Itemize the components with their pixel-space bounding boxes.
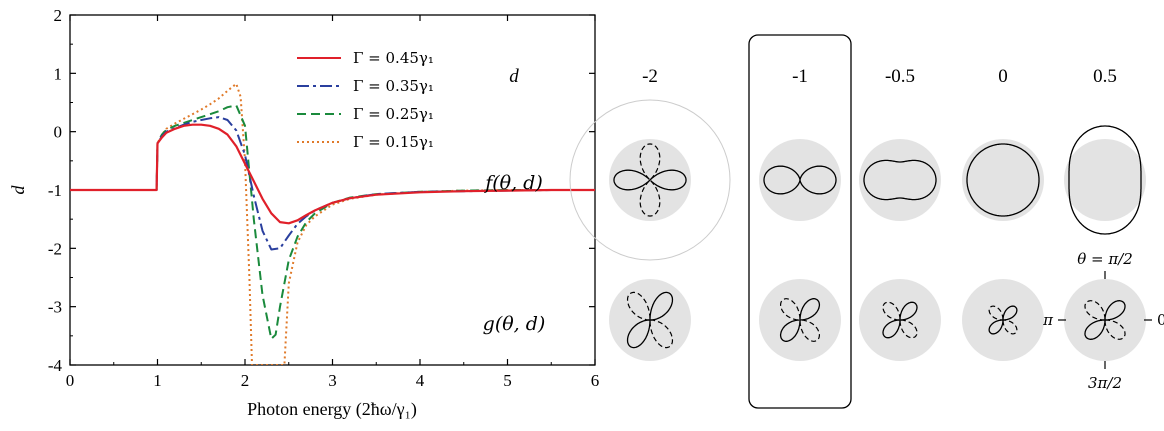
angle-label-top: θ = π/2 (1077, 250, 1133, 268)
y-tick-label: -3 (48, 298, 62, 317)
f-lobe-solid-4 (1068, 125, 1142, 235)
d-row-label: d (509, 66, 519, 87)
g-lobe-dashed-0 (626, 291, 674, 349)
angle-annotations: θ = π/2 π 0 3π/2 (1042, 250, 1164, 392)
row-label-g: g(θ, d) (483, 313, 546, 335)
f-lobe-dashed-0 (639, 143, 661, 217)
x-tick-label: 6 (591, 371, 600, 390)
g-lobe-solid-1 (779, 298, 821, 342)
g-lobe-dashed-1 (780, 298, 820, 342)
y-tick-label: -2 (48, 239, 62, 258)
legend-label-3: Γ = 0.15γ₁ (353, 133, 434, 151)
y-axis-label: d (8, 185, 28, 195)
x-tick-label: 0 (66, 371, 75, 390)
x-tick-label: 1 (153, 371, 162, 390)
g-lobe-dashed-4 (1084, 300, 1126, 340)
legend: Γ = 0.45γ₁ Γ = 0.35γ₁ Γ = 0.25γ₁ Γ = 0.15γ₁ (297, 49, 434, 151)
series-line-2 (70, 104, 595, 340)
x-ticks: 0 1 2 3 4 5 6 (66, 15, 600, 390)
y-tick-label: 1 (54, 64, 63, 83)
polar-cells (569, 99, 1146, 361)
x-tick-label: 2 (241, 371, 250, 390)
column-header-2: -0.5 (885, 66, 915, 87)
g-lobe-solid-0 (626, 291, 674, 349)
row-label-f: f(θ, d) (483, 172, 543, 194)
g-lobe-dashed-2 (882, 301, 918, 339)
series-line-0 (70, 123, 595, 225)
x-tick-label: 3 (328, 371, 337, 390)
y-ticks: 2 1 0 -1 -2 -3 -4 (48, 6, 595, 375)
angle-label-left: π (1042, 311, 1054, 329)
y-tick-label: 2 (54, 6, 63, 25)
legend-label-1: Γ = 0.35γ₁ (353, 77, 434, 95)
line-chart: 0 1 2 3 4 5 6 2 1 0 -1 -2 -3 -4 Photon energy (2ħω/γ… (8, 6, 599, 420)
series-lines (70, 82, 595, 365)
f-lobe-solid-1 (763, 165, 837, 195)
column-header-0: -2 (642, 66, 658, 87)
f-lobe-solid-3 (966, 143, 1040, 217)
polar-disk-f-4 (1064, 139, 1146, 221)
column-header-3: 0 (998, 66, 1008, 87)
x-tick-label: 5 (503, 371, 512, 390)
g-lobe-dashed-3 (988, 305, 1018, 335)
column-header-4: 0.5 (1093, 66, 1117, 87)
column-header-1: -1 (792, 66, 808, 87)
angle-label-bottom: 3π/2 (1088, 374, 1122, 392)
x-axis-label: Photon energy (2ħω/γ₁) (247, 399, 417, 420)
series-line-3 (70, 82, 595, 365)
polar-plot-grid: d f(θ, d) g(θ, d) -2 -1 -0.5 0 0.5 θ = π/2 π… (483, 34, 1164, 409)
x-tick-label: 4 (416, 371, 425, 390)
y-tick-label: -1 (48, 181, 62, 200)
g-lobe-solid-3 (988, 305, 1018, 335)
polar-disk-f-3 (962, 139, 1044, 221)
g-lobe-solid-2 (882, 301, 918, 339)
legend-label-2: Γ = 0.25γ₁ (353, 105, 434, 123)
polar-disk-f-2 (859, 139, 941, 221)
angle-label-right: 0 (1157, 311, 1164, 329)
highlight-box (748, 34, 852, 409)
outer-reference-circle (569, 99, 731, 261)
f-lobe-solid-2 (863, 159, 937, 201)
y-tick-label: -4 (48, 356, 63, 375)
column-headers: -2 -1 -0.5 0 0.5 (642, 66, 1117, 87)
y-tick-label: 0 (54, 123, 63, 142)
f-lobe-solid-0 (613, 169, 687, 191)
legend-label-0: Γ = 0.45γ₁ (353, 49, 434, 67)
g-lobe-solid-4 (1084, 300, 1126, 340)
